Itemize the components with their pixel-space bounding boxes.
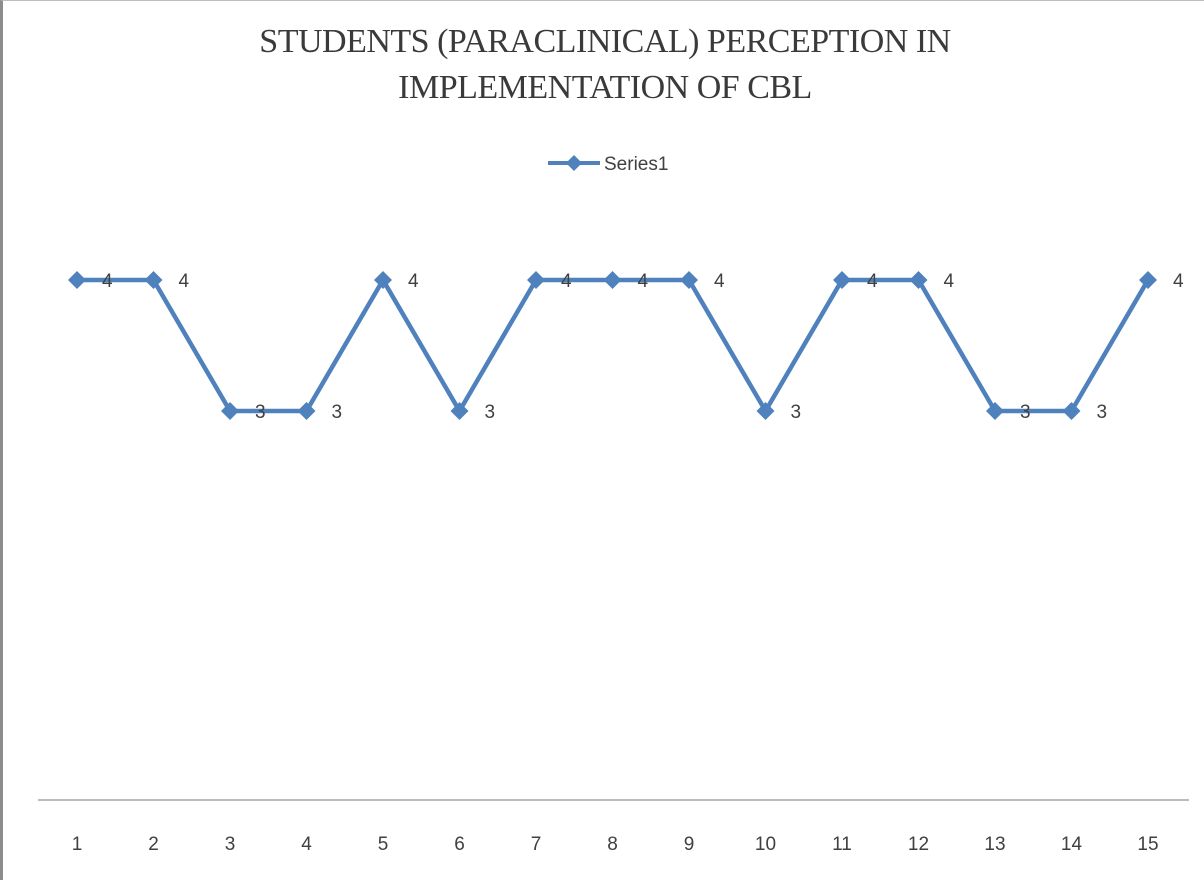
data-point bbox=[603, 271, 622, 289]
x-tick-label: 15 bbox=[1137, 834, 1158, 855]
x-tick-label: 7 bbox=[531, 834, 542, 855]
data-label: 4 bbox=[638, 271, 649, 292]
legend-label: Series1 bbox=[604, 154, 668, 175]
data-label: 3 bbox=[332, 402, 343, 423]
series-line bbox=[77, 277, 1150, 414]
data-label: 3 bbox=[1020, 402, 1031, 423]
data-point bbox=[986, 402, 1004, 420]
data-point bbox=[374, 271, 392, 289]
data-label: 4 bbox=[944, 271, 955, 292]
x-tick-label: 11 bbox=[832, 834, 852, 855]
chart-title: STUDENTS (PARACLINICAL) PERCEPTION IN IM… bbox=[3, 19, 1204, 111]
data-point bbox=[909, 271, 928, 289]
data-point bbox=[680, 271, 698, 289]
data-point bbox=[1139, 271, 1157, 289]
x-tick-label: 8 bbox=[607, 834, 618, 855]
data-label: 4 bbox=[561, 271, 572, 292]
data-label: 4 bbox=[1173, 271, 1184, 292]
data-label: 3 bbox=[1097, 402, 1108, 423]
data-label: 3 bbox=[255, 402, 266, 423]
data-point bbox=[527, 271, 545, 289]
data-label: 3 bbox=[791, 402, 802, 423]
data-label: 3 bbox=[485, 402, 496, 423]
data-label: 4 bbox=[714, 271, 725, 292]
data-point bbox=[1062, 402, 1081, 420]
x-tick-label: 9 bbox=[684, 834, 695, 855]
x-tick-label: 12 bbox=[908, 834, 929, 855]
legend-marker bbox=[566, 155, 582, 171]
x-tick-label: 1 bbox=[72, 834, 83, 855]
data-label: 4 bbox=[408, 271, 419, 292]
x-tick-label: 6 bbox=[454, 834, 465, 855]
data-label: 4 bbox=[179, 271, 190, 292]
data-point bbox=[144, 271, 163, 289]
x-tick-label: 2 bbox=[148, 834, 159, 855]
x-tick-label: 13 bbox=[984, 834, 1005, 855]
x-tick-label: 3 bbox=[225, 834, 236, 855]
data-point bbox=[450, 402, 469, 420]
data-point bbox=[297, 402, 316, 420]
x-tick-label: 5 bbox=[378, 834, 389, 855]
x-tick-label: 14 bbox=[1061, 834, 1083, 855]
data-label: 4 bbox=[867, 271, 878, 292]
chart-title-line-2: IMPLEMENTATION OF CBL bbox=[398, 69, 812, 106]
data-point bbox=[221, 402, 239, 420]
chart-title-line-1: STUDENTS (PARACLINICAL) PERCEPTION IN bbox=[259, 23, 951, 60]
data-label: 4 bbox=[102, 271, 113, 292]
x-tick-label: 10 bbox=[755, 834, 776, 855]
x-tick-label: 4 bbox=[301, 834, 312, 855]
data-point bbox=[756, 402, 775, 420]
data-point bbox=[68, 271, 86, 289]
data-point bbox=[833, 271, 851, 289]
